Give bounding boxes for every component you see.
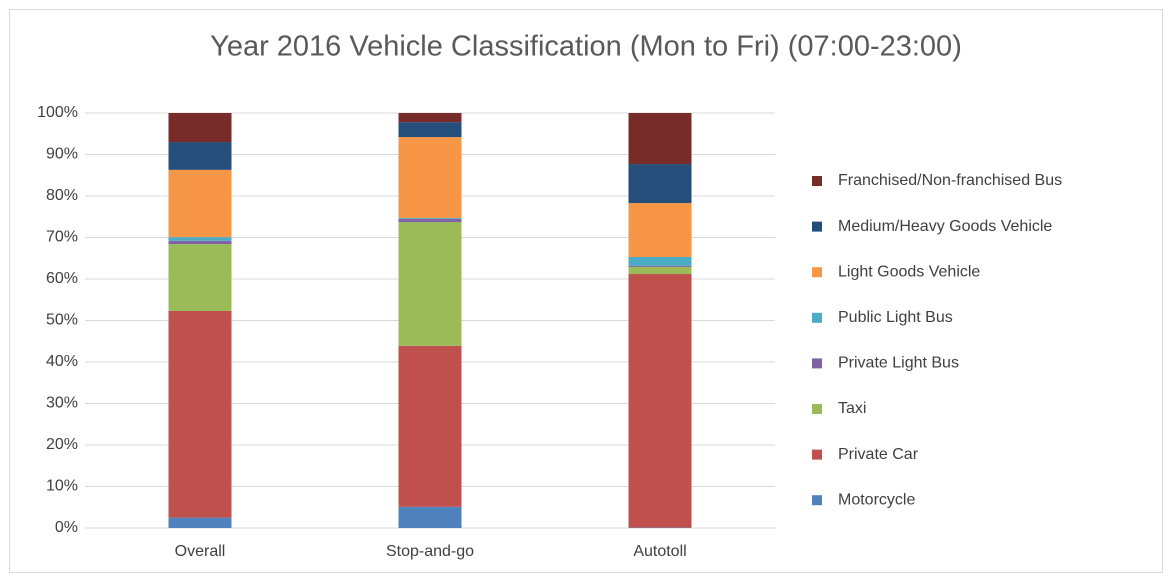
legend-label: Franchised/Non-franchised Bus <box>838 172 1062 189</box>
legend-label: Light Goods Vehicle <box>838 263 980 280</box>
bar-segment <box>628 113 692 165</box>
bar-segment <box>398 506 462 528</box>
y-tick-label: 100% <box>37 104 78 121</box>
bar-segment <box>628 164 692 204</box>
legend-swatch <box>812 267 822 278</box>
bar-segment <box>628 266 692 275</box>
bar-segment <box>628 257 692 266</box>
bar-segment <box>168 113 232 143</box>
legend-swatch <box>812 312 822 323</box>
bar-segment <box>168 240 232 245</box>
y-tick-label: 40% <box>46 353 78 370</box>
bar-segment <box>168 142 232 170</box>
legend-swatch <box>812 176 822 186</box>
bar-segment <box>168 517 232 528</box>
legend-swatch <box>812 495 822 506</box>
bar-segment <box>398 345 462 507</box>
y-tick-label: 30% <box>46 395 78 412</box>
y-tick-label: 60% <box>46 270 78 287</box>
legend-label: Public Light Bus <box>838 309 953 326</box>
y-tick-label: 80% <box>46 187 78 204</box>
legend-label: Motorcycle <box>838 491 915 508</box>
y-tick-label: 0% <box>55 519 78 536</box>
chart-title: Year 2016 Vehicle Classification (Mon to… <box>210 31 962 63</box>
y-tick-label: 50% <box>46 312 78 329</box>
bar-segment <box>398 222 462 346</box>
legend-swatch <box>812 221 822 232</box>
bar-segment <box>398 218 462 223</box>
bar-segment <box>398 137 462 218</box>
legend-swatch <box>812 358 822 369</box>
bar-segment <box>628 265 692 267</box>
legend-swatch <box>812 449 822 460</box>
bar-segment <box>168 237 232 241</box>
legend-label: Taxi <box>838 400 866 417</box>
legend-label: Private Light Bus <box>838 355 959 372</box>
bar-segment <box>398 217 462 219</box>
y-tick-label: 70% <box>46 229 78 246</box>
legend-swatch <box>812 404 822 414</box>
y-tick-label: 90% <box>46 146 78 163</box>
bar-segment <box>628 274 692 528</box>
x-tick-label: Autotoll <box>633 543 686 560</box>
x-tick-label: Stop-and-go <box>386 543 474 560</box>
legend-label: Private Car <box>838 446 919 463</box>
bar-segment <box>398 122 462 138</box>
bar-segment <box>398 113 462 123</box>
bar-segment <box>168 244 232 311</box>
bar-segment <box>168 310 232 518</box>
bar-segment <box>168 169 232 238</box>
bar-segment <box>628 203 692 258</box>
y-tick-label: 20% <box>46 436 78 453</box>
y-tick-label: 10% <box>46 478 78 495</box>
x-tick-label: Overall <box>175 543 226 560</box>
legend-label: Medium/Heavy Goods Vehicle <box>838 218 1052 235</box>
